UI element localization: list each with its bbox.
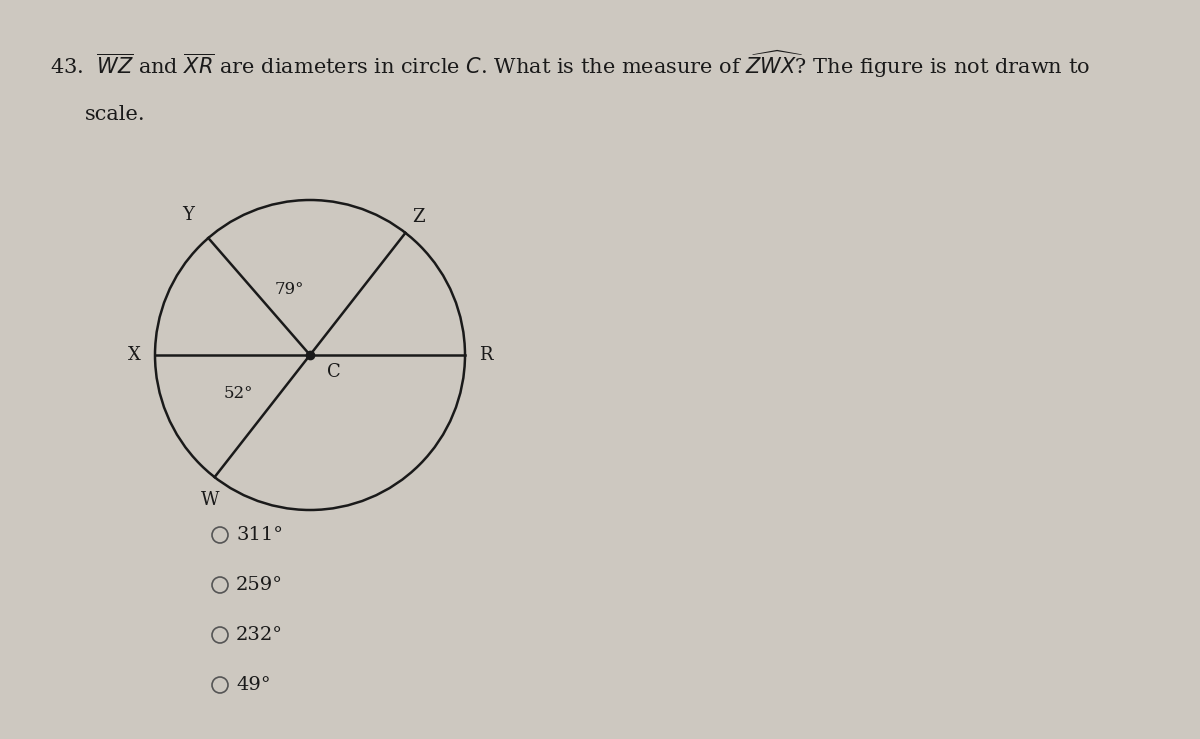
Text: Z: Z	[413, 208, 425, 226]
Text: W: W	[202, 491, 220, 509]
Text: X: X	[128, 346, 142, 364]
Text: 43.  $\overline{WZ}$ and $\overline{XR}$ are diameters in circle $C$. What is th: 43. $\overline{WZ}$ and $\overline{XR}$ …	[50, 48, 1090, 80]
Text: 311°: 311°	[236, 526, 283, 544]
Text: Y: Y	[182, 206, 194, 224]
Text: scale.: scale.	[85, 105, 145, 124]
Text: R: R	[479, 346, 492, 364]
Text: 79°: 79°	[275, 282, 305, 299]
Text: 259°: 259°	[236, 576, 283, 594]
Text: C: C	[326, 364, 341, 381]
Text: 232°: 232°	[236, 626, 283, 644]
Text: 49°: 49°	[236, 676, 271, 694]
Text: 52°: 52°	[223, 385, 253, 402]
